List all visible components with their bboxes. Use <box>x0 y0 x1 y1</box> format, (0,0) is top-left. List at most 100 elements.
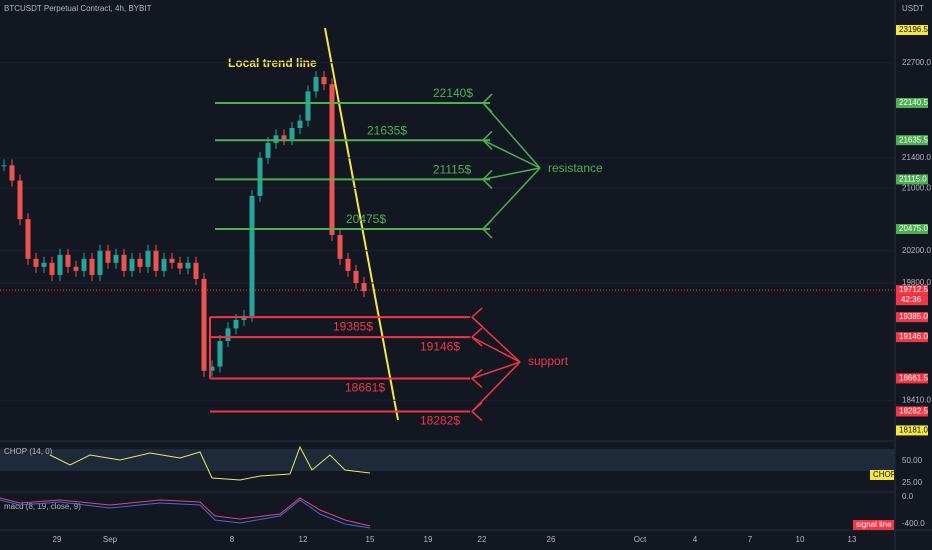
candle <box>233 320 239 329</box>
candle <box>321 77 327 85</box>
macd-signal <box>0 497 371 527</box>
symbol: BTCUSDT Perpetual Contract, 4h, BYBIT <box>4 4 152 13</box>
candle <box>25 219 31 259</box>
arrow-head <box>481 93 493 113</box>
date-label: 8 <box>230 535 235 544</box>
candle <box>1 165 7 167</box>
price-tag: 19146.0 <box>899 332 928 341</box>
date-label: 22 <box>478 535 487 544</box>
candle <box>353 270 359 284</box>
price-tag: 18181.0 <box>899 426 928 435</box>
support-arrow <box>471 361 521 380</box>
price-tick: 21400.0 <box>902 153 931 162</box>
candle <box>345 258 351 271</box>
price-tag: 20475.0 <box>899 224 928 233</box>
support-label: support <box>528 354 569 368</box>
macd-tag-bg <box>853 520 894 530</box>
price-tag-bg <box>896 332 928 343</box>
arrow-head <box>470 401 483 422</box>
price-tag-bg <box>896 406 928 417</box>
countdown-bg <box>896 295 928 306</box>
price-tick: 18410.0 <box>902 395 931 404</box>
arrow-head <box>470 327 483 347</box>
candle <box>17 180 23 220</box>
price-tick: 19800.0 <box>902 278 931 287</box>
candle <box>49 262 55 275</box>
candle <box>9 165 15 181</box>
support-value: 18282$ <box>420 414 460 428</box>
arrow-head <box>470 368 483 389</box>
price-tag-bg <box>896 98 928 109</box>
date-label: Sep <box>103 535 118 544</box>
support-value: 18661$ <box>345 381 385 395</box>
macd-line <box>0 499 371 529</box>
date-label: Oct <box>634 535 647 544</box>
price-tick: 22700.0 <box>902 58 931 67</box>
candle <box>57 254 63 275</box>
price-tag: 18661.5 <box>899 374 928 383</box>
price-tag-bg <box>896 312 928 323</box>
candle <box>105 250 111 263</box>
price-tag: 19385.0 <box>899 312 928 321</box>
candle <box>249 195 255 316</box>
candle <box>257 157 263 196</box>
support-value: 19385$ <box>333 319 373 333</box>
candle <box>289 127 295 140</box>
candle <box>161 258 167 271</box>
price-tag: 18282.5 <box>899 407 928 416</box>
date-label: 4 <box>693 535 698 544</box>
resistance-arrow <box>482 167 541 230</box>
price-tag: 23196.5 <box>899 25 928 34</box>
date-label: 26 <box>547 535 556 544</box>
countdown: 42:36 <box>901 295 922 304</box>
resistance-value: 21115$ <box>433 163 472 177</box>
price-tag: 21115.0 <box>899 175 927 184</box>
macd-title: macd (8, 19, close, 9) <box>4 502 81 511</box>
chop-title: CHOP (14, 0) <box>4 447 53 456</box>
candle <box>153 250 159 271</box>
resistance-arrow <box>482 102 541 169</box>
candle <box>297 120 303 128</box>
resistance-arrow <box>482 139 541 169</box>
price-tag: 21635.5 <box>899 135 928 144</box>
candle <box>201 278 207 371</box>
price-tag-bg <box>896 373 928 384</box>
chop-tick: 50.00 <box>902 456 923 465</box>
macd-tag: signal line <box>856 520 892 529</box>
price-tick: 20200.0 <box>902 246 931 255</box>
candle <box>113 254 119 263</box>
price-tag-bg <box>896 224 928 234</box>
resistance-value: 22140$ <box>433 86 473 100</box>
resistance-value: 21635$ <box>367 123 407 137</box>
candle <box>209 366 215 371</box>
date-label: 10 <box>796 535 805 544</box>
candle <box>273 135 279 143</box>
support-value: 19146$ <box>420 339 460 353</box>
candle <box>41 262 47 267</box>
chop-line <box>49 445 371 481</box>
candle <box>193 262 199 279</box>
candle <box>121 254 127 271</box>
candle <box>281 135 287 140</box>
arrow-head <box>481 130 493 150</box>
candle <box>137 258 143 267</box>
price-tag-bg <box>896 285 928 296</box>
candle <box>185 262 191 269</box>
date-label: 19 <box>424 535 433 544</box>
candle <box>265 142 271 158</box>
date-label: 12 <box>299 535 308 544</box>
price-tag: 19712.5 <box>899 285 928 294</box>
chop-band <box>0 449 895 471</box>
candle <box>145 250 151 267</box>
price-tag-bg <box>896 174 928 185</box>
candle <box>313 77 319 92</box>
price-tag-bg <box>896 425 928 436</box>
candle <box>97 250 103 275</box>
candle <box>129 258 135 271</box>
candle <box>65 254 71 267</box>
chop-tag-bg <box>870 470 894 480</box>
candle <box>225 328 231 341</box>
candle <box>305 91 311 121</box>
price-tag-bg <box>896 135 928 146</box>
chop-tick: 25.00 <box>902 478 923 487</box>
